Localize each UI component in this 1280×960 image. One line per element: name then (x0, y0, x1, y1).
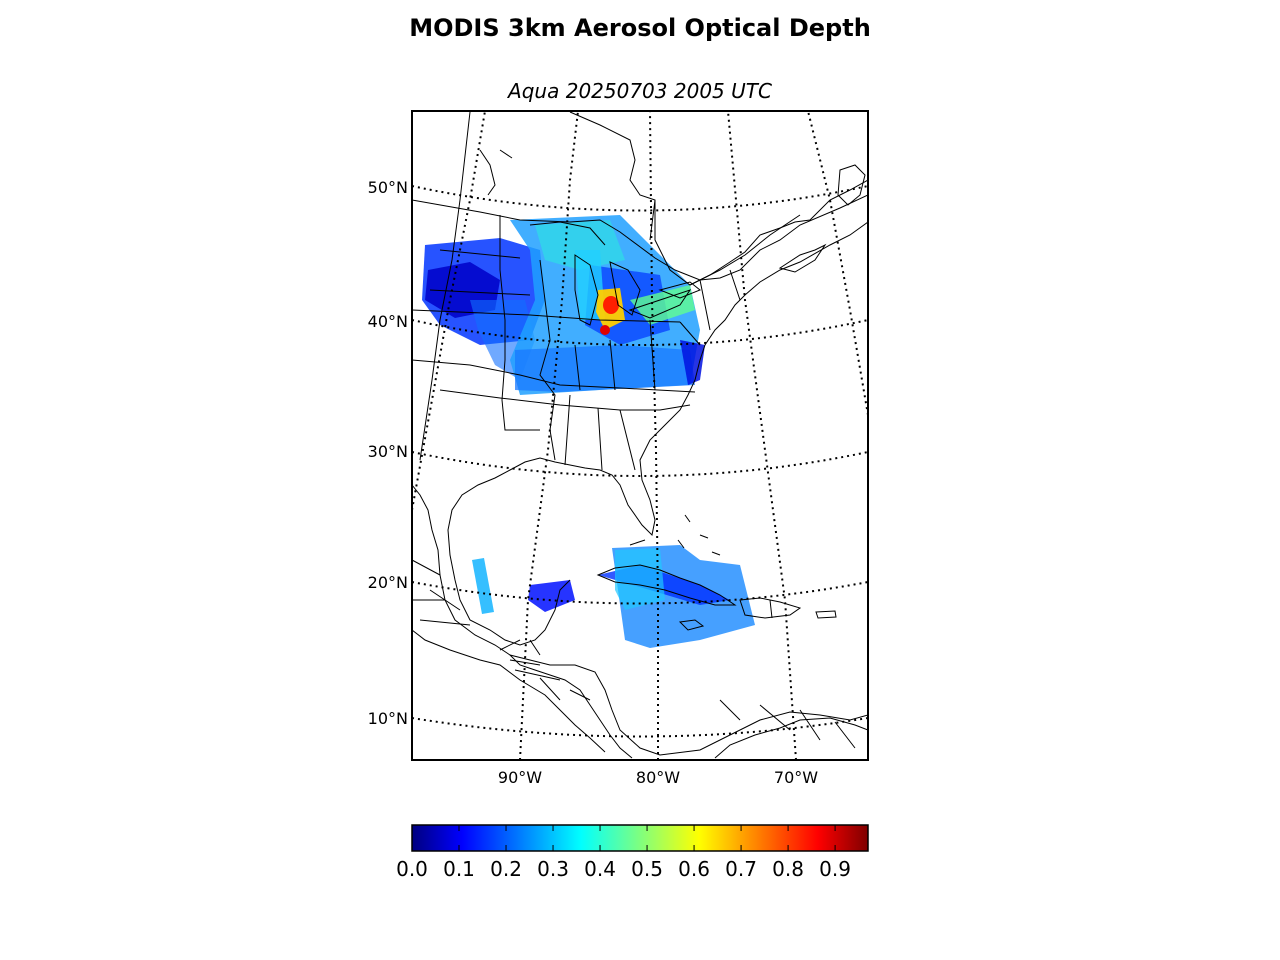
colorbar-tick-label: 0.7 (725, 857, 757, 881)
parallel-40n (412, 319, 868, 346)
state-border-layer (412, 111, 868, 749)
bahamas (677, 514, 721, 556)
parallel-10n (412, 717, 868, 738)
meridian-70w (727, 111, 797, 760)
parallel-50n (412, 185, 868, 212)
central-america (509, 654, 633, 759)
lat-label-30n: 30°N (368, 442, 408, 461)
state-line-1 (412, 309, 681, 323)
aod-caribbean-cyan (615, 548, 665, 610)
mexico-pacific (412, 629, 606, 753)
aod-midatlantic (680, 340, 705, 385)
colorbar-tick-label: 0.1 (443, 857, 475, 881)
south-america-coast (714, 717, 868, 759)
aod-ohio-valley (515, 345, 695, 392)
aod-hotspot-red (603, 296, 619, 314)
colorbar (411, 824, 869, 852)
parallel-20n (412, 581, 868, 605)
state-line-9 (649, 199, 741, 346)
caribbean-borders (719, 599, 856, 749)
aod-hotspot-red-2 (600, 325, 610, 335)
colorbar-tick-label: 0.5 (631, 857, 663, 881)
colorbar-tick-label: 0.4 (584, 857, 616, 881)
lat-label-20n: 20°N (368, 573, 408, 592)
florida-keys (629, 539, 646, 546)
aod-upper-lakes (535, 220, 625, 270)
aod-swath-gulf (472, 558, 494, 614)
aod-yucatan (528, 580, 575, 612)
meridian-90w (519, 111, 579, 760)
colorbar-tick-label: 0.0 (396, 857, 428, 881)
hispaniola (739, 597, 802, 619)
lat-label-40n: 40°N (368, 312, 408, 331)
aod-data-layer (422, 215, 755, 648)
chart-subtitle: Aqua 20250703 2005 UTC (508, 79, 772, 103)
hudson-islands (479, 149, 513, 196)
meridian-60w (807, 111, 868, 416)
colorbar-ticks (411, 825, 836, 851)
canada-us-border (412, 194, 868, 281)
lon-label-70w: 70°W (774, 768, 818, 787)
parallel-30n (412, 451, 868, 477)
graticule-layer (412, 111, 868, 760)
stlawrence (689, 214, 801, 286)
colorbar-tick-label: 0.8 (772, 857, 804, 881)
state-line-8 (439, 389, 691, 411)
coastline-layer (412, 111, 868, 759)
cuba (596, 564, 737, 606)
mexico-coast (412, 484, 868, 756)
colorbar-tick-label: 0.9 (819, 857, 851, 881)
state-line-7 (564, 319, 656, 471)
nova-scotia (778, 243, 827, 273)
newfoundland (837, 164, 866, 206)
meridian-80w (649, 111, 659, 760)
lon-label-90w: 90°W (498, 768, 542, 787)
lat-label-50n: 50°N (368, 178, 408, 197)
colorbar-tick-label: 0.3 (537, 857, 569, 881)
lat-label-10n: 10°N (368, 709, 408, 728)
jamaica (678, 619, 705, 631)
colorbar-tick-label: 0.6 (678, 857, 710, 881)
us-east-coast (447, 221, 868, 646)
state-line-2 (412, 359, 696, 393)
colorbar-labels: 0.0 0.1 0.2 0.3 0.4 0.5 0.6 0.7 0.8 0.9 (396, 857, 851, 881)
aod-lake-erie-green (630, 285, 695, 325)
map-frame (411, 110, 869, 761)
chart-title: MODIS 3km Aerosol Optical Depth (409, 14, 871, 42)
map-content (412, 111, 868, 760)
colorbar-tick-label: 0.2 (490, 857, 522, 881)
state-line-4 (419, 111, 471, 461)
state-line-5 (499, 215, 540, 431)
great-lakes-outline (529, 221, 701, 326)
lon-label-80w: 80°W (636, 768, 680, 787)
puerto-rico (815, 610, 837, 619)
